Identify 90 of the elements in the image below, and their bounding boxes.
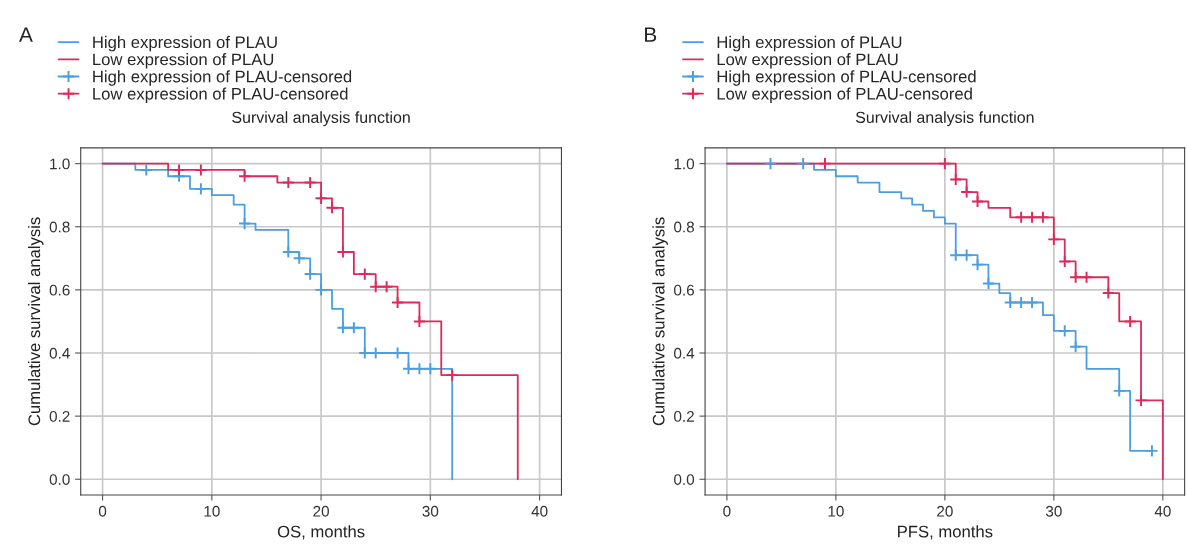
x-axis-title: OS, months <box>277 525 365 540</box>
point <box>358 267 372 281</box>
point <box>818 157 832 171</box>
point <box>1069 270 1083 284</box>
point <box>412 314 426 328</box>
point <box>1112 384 1126 398</box>
point <box>938 157 952 171</box>
point <box>369 280 383 294</box>
point <box>949 172 963 186</box>
y-tick-label: 0.4 <box>49 347 70 359</box>
x-tick-label: 20 <box>937 505 953 517</box>
point <box>981 277 995 291</box>
point <box>971 194 985 209</box>
y-tick-label: 1.0 <box>50 158 70 170</box>
point <box>445 368 459 382</box>
x-tick-label: 40 <box>1154 505 1171 517</box>
x-tick-label: 20 <box>313 505 329 517</box>
point <box>1123 314 1137 328</box>
point <box>391 295 405 310</box>
point <box>347 321 361 335</box>
point <box>1014 210 1028 224</box>
point <box>423 362 437 376</box>
point <box>1080 270 1094 284</box>
point <box>1145 444 1159 458</box>
y-tick-label: 0.0 <box>674 474 695 485</box>
point <box>1058 324 1072 338</box>
point <box>172 163 186 177</box>
point <box>1101 286 1115 300</box>
point <box>292 251 306 265</box>
point <box>1036 210 1050 224</box>
point <box>1058 254 1072 268</box>
x-tick-label: 0 <box>723 505 731 517</box>
point <box>1003 295 1017 310</box>
point <box>303 267 317 281</box>
text: B <box>645 27 657 42</box>
y-tick-label: 0.8 <box>49 221 70 233</box>
point <box>401 362 416 376</box>
y-tick-label: 0.4 <box>674 347 695 359</box>
point <box>1025 295 1039 310</box>
legend-label: Low expression of PLAU-censored <box>717 87 972 103</box>
point <box>1047 232 1061 246</box>
point <box>412 362 426 376</box>
point <box>325 201 339 215</box>
point <box>194 182 208 196</box>
point <box>303 176 317 190</box>
chart-title: Survival analysis function <box>855 111 1034 127</box>
x-axis-title: PFS, months <box>898 525 993 540</box>
point <box>796 157 810 171</box>
x-tick-label: 30 <box>1045 505 1062 517</box>
legend-label: Low expression of PLAU <box>717 53 898 69</box>
y-tick-label: 0.2 <box>49 411 70 422</box>
legend-label: High expression of PLAU <box>717 35 902 52</box>
point <box>1069 340 1083 354</box>
point <box>763 157 777 171</box>
point <box>238 169 252 183</box>
legend-label: High expression of PLAU <box>93 35 277 52</box>
point <box>971 258 985 272</box>
point <box>949 248 963 262</box>
x-tick-label: 10 <box>828 505 844 517</box>
y-axis-title: Cumulative survival analysis <box>652 217 668 426</box>
point <box>1025 210 1039 224</box>
point <box>194 163 208 177</box>
point <box>1134 393 1148 407</box>
legend-label: Low expression of PLAU <box>93 53 274 69</box>
legend-label: High expression of PLAU-censored <box>717 70 976 86</box>
text: A <box>19 27 33 42</box>
x-tick-label: 30 <box>422 505 439 517</box>
point <box>314 191 328 205</box>
x-tick-label: 0 <box>98 505 107 517</box>
y-tick-label: 1.0 <box>674 158 695 170</box>
point <box>960 185 974 199</box>
legend-label: High expression of PLAU-censored <box>93 70 352 86</box>
y-tick-label: 0.8 <box>674 221 694 233</box>
legend-label: Low expression of PLAU-censored <box>93 87 348 103</box>
point <box>1014 295 1028 310</box>
y-axis-title: Cumulative survival analysis <box>27 217 44 426</box>
y-tick-label: 0.6 <box>49 284 70 296</box>
point <box>960 248 974 262</box>
y-tick-label: 0.2 <box>674 411 694 422</box>
point <box>380 280 394 294</box>
point <box>139 163 153 177</box>
y-tick-label: 0.0 <box>49 474 70 485</box>
x-tick-label: 10 <box>204 505 220 517</box>
point <box>281 176 295 190</box>
y-tick-label: 0.6 <box>674 284 694 296</box>
x-tick-label: 40 <box>531 505 548 517</box>
point <box>238 217 252 231</box>
point <box>336 321 350 335</box>
point <box>314 283 328 297</box>
chart-title: Survival analysis function <box>232 111 410 127</box>
